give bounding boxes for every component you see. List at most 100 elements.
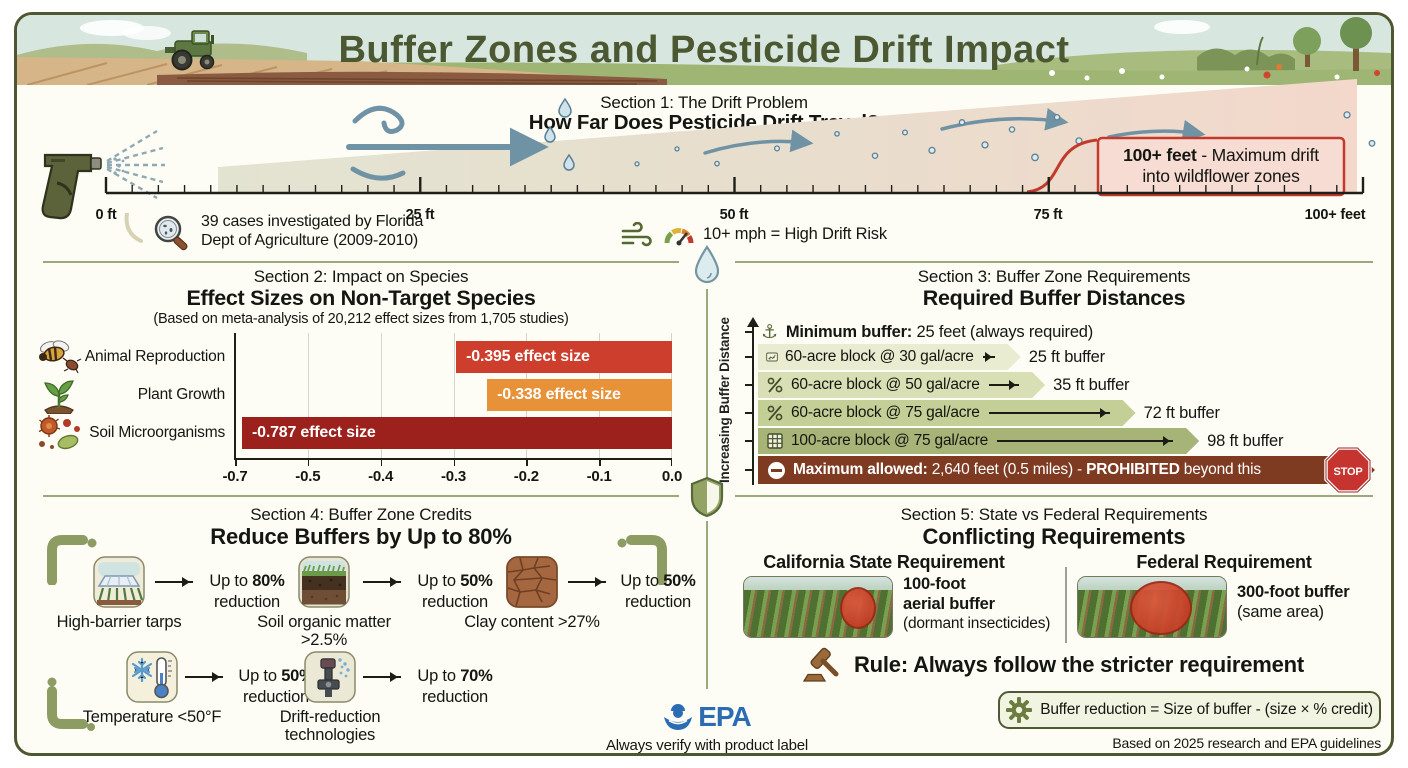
x-tick-label: -0.1 [586, 468, 612, 485]
field-chart-icon [766, 348, 778, 366]
buffer-formula-text: Buffer reduction = Size of buffer - (siz… [1040, 701, 1373, 718]
x-axis: -0.7 -0.5 -0.4 -0.3 -0.2 -0.1 0.0 [222, 458, 682, 494]
stricter-rule-row: Rule: Always follow the stricter require… [733, 645, 1373, 685]
ruler-label-25: 25 ft [406, 207, 435, 223]
corner-bracket-top-left-icon [47, 535, 97, 585]
tractor-icon [165, 30, 215, 71]
ruler-label-100: 100+ feet [1305, 207, 1366, 223]
tarp-field-icon [93, 556, 145, 608]
spray-nozzle-icon [304, 651, 356, 703]
max-drift-line2: into wildflower zones [1142, 166, 1300, 186]
shield-icon [690, 476, 724, 518]
rate-percent-icon [766, 404, 784, 422]
section3-title: Required Buffer Distances [922, 286, 1186, 310]
gavel-icon [802, 647, 839, 682]
category-soil-microorganisms: Soil Microorganisms [89, 424, 225, 441]
x-tick-label: -0.4 [368, 468, 394, 485]
wind-risk-note: 10+ mph = High Drift Risk [621, 221, 887, 248]
arrow-right-icon [363, 671, 401, 683]
buffer-value: 72 ft buffer [1143, 403, 1220, 422]
section4-title: Reduce Buffers by Up to 80% [210, 524, 512, 549]
no-entry-icon [768, 462, 785, 479]
credit-label: Clay content >27% [464, 613, 600, 631]
corner-bracket-top-right-icon [617, 535, 667, 585]
infographic-card: Buffer Zones and Pesticide Drift Impact … [14, 12, 1394, 756]
stop-sign-icon: STOP [1324, 446, 1372, 494]
drift-distance-diagram: 100+ feet - Maximum drift into wildflowe… [41, 79, 1376, 223]
drift-arrows [703, 108, 1206, 155]
microbes-icon [33, 414, 85, 452]
ruler-label-75: 75 ft [1034, 207, 1063, 223]
seedling-icon [33, 376, 85, 414]
ruler-ticks [104, 177, 1365, 193]
x-tick-label: -0.7 [222, 468, 248, 485]
divider-mid-left [43, 495, 679, 497]
buffer-value: 35 ft buffer [1053, 375, 1130, 394]
divider-top-right [735, 261, 1373, 263]
credit-reduction: Up to 70% reduction [417, 667, 493, 706]
droplet-icon [694, 245, 720, 284]
divider-mid-right [735, 495, 1373, 497]
buffer-row-1: 60-acre block @ 30 gal/acre 25 ft buffer [758, 344, 1369, 370]
connector-curve [124, 213, 143, 243]
farm-landscape-illustration [17, 15, 1391, 85]
wind-risk-text: 10+ mph = High Drift Risk [703, 224, 887, 243]
drift-threshold-curve [1026, 138, 1098, 194]
drift-wedge [218, 79, 1357, 193]
federal-caption: 300-foot buffer (same area) [1237, 583, 1350, 621]
section1-kicker: Section 1: The Drift Problem [600, 93, 808, 112]
y-axis-spine [233, 333, 236, 460]
buffer-bar: 60-acre block @ 75 gal/acre [758, 400, 1136, 426]
california-caption: 100-foot aerial buffer (dormant insectic… [903, 575, 1051, 632]
section5-kicker: Section 5: State vs Federal Requirements [900, 505, 1208, 524]
ruler-label-50: 50 ft [720, 207, 749, 223]
effect-size-chart: -0.395 effect size -0.338 effect size -0… [235, 333, 672, 458]
trees-icon [1256, 17, 1372, 71]
wind-swirl-icon [346, 105, 549, 181]
verify-note: Always verify with product label [605, 737, 809, 754]
flowers-icon [1049, 64, 1380, 81]
buffer-bar: 100-acre block @ 75 gal/acre [758, 428, 1199, 454]
droplet-small-icon [544, 97, 575, 171]
buffer-row-2: 60-acre block @ 50 gal/acre 35 ft buffer [758, 372, 1369, 398]
buffer-value: 25 ft buffer [1028, 347, 1105, 366]
buffer-row-3: 60-acre block @ 75 gal/acre 72 ft buffer [758, 400, 1369, 426]
ruler-label-0: 0 ft [96, 207, 117, 223]
section4-kicker: Section 4: Buffer Zone Credits [250, 505, 472, 524]
divider-vertical-upper [706, 289, 708, 477]
category-animal-reproduction: Animal Reproduction [84, 348, 225, 365]
buffer-bar: 60-acre block @ 50 gal/acre [758, 372, 1045, 398]
credit-label: Soil organic matter >2.5% [257, 613, 391, 650]
buffer-value: 98 ft buffer [1207, 431, 1284, 450]
federal-buffer-circle [1130, 581, 1192, 635]
divider-top-left [43, 261, 679, 263]
spray-gun-icon [41, 153, 102, 220]
section3-kicker: Section 3: Buffer Zone Requirements [917, 267, 1191, 286]
thermometer-snowflake-icon [126, 651, 178, 703]
cases-note-text: 39 cases investigated by Florida Dept of… [201, 213, 424, 249]
arrow-right-icon [185, 671, 223, 683]
section3-axis-label: Increasing Buffer Distance [717, 317, 732, 483]
section3-axis-line [752, 319, 754, 485]
buffer-row-4: 100-acre block @ 75 gal/acre 98 ft buffe… [758, 428, 1369, 454]
x-tick-label: 0.0 [661, 468, 683, 485]
maximum-allowed-bar: Maximum allowed: 2,640 feet (0.5 miles) … [758, 456, 1375, 484]
credit-reduction: Up to 50% reduction [417, 572, 493, 611]
credit-label: Temperature <50°F [82, 708, 222, 726]
magnifier-icon [154, 215, 188, 251]
california-buffer-circle [840, 587, 876, 629]
california-field-image [743, 576, 893, 638]
field-grid-icon [766, 432, 784, 450]
bar-soil-microorganisms: -0.787 effect size [242, 417, 672, 449]
federal-field-image [1077, 576, 1227, 638]
soil-layers-icon [298, 556, 350, 608]
epa-flower-icon [664, 704, 693, 730]
stricter-rule-text: Rule: Always follow the stricter require… [853, 652, 1305, 677]
section2-subtitle: (Based on meta-analysis of 20,212 effect… [153, 311, 569, 327]
max-drift-line1: 100+ feet - Maximum drift [1123, 145, 1319, 165]
corner-bracket-bottom-left-icon [47, 677, 95, 731]
arrow-right-icon [363, 576, 401, 588]
section2-kicker: Section 2: Impact on Species [253, 267, 469, 286]
spray-mist-icon [106, 129, 165, 200]
